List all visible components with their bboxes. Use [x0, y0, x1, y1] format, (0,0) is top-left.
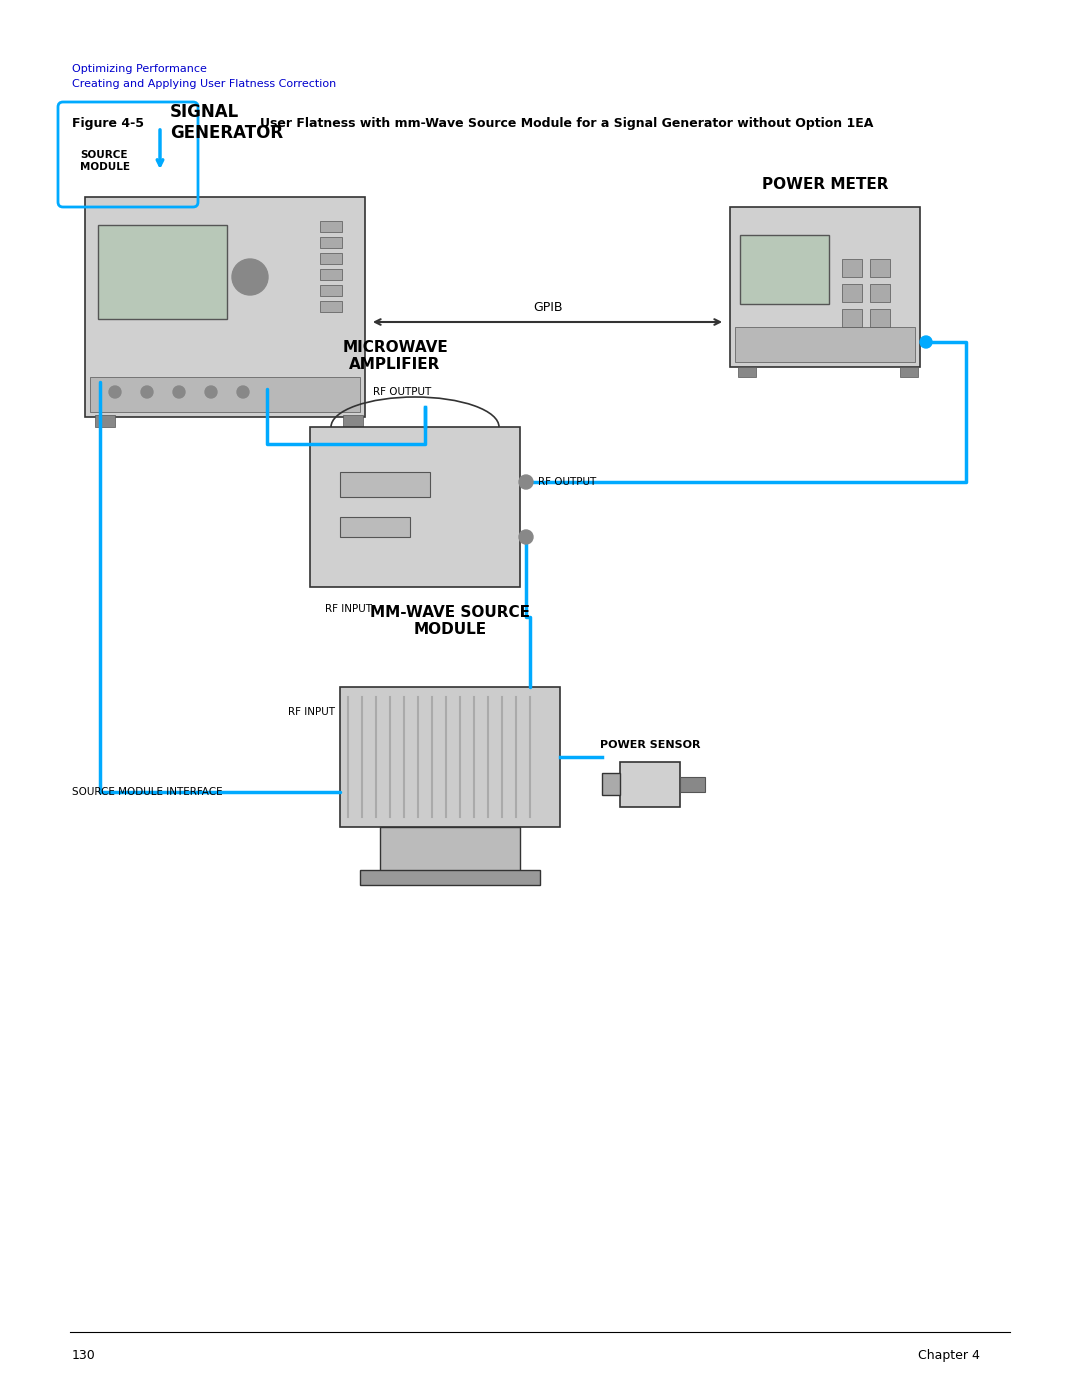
- FancyBboxPatch shape: [320, 300, 342, 312]
- FancyBboxPatch shape: [98, 225, 227, 319]
- Text: SOURCE MODULE INTERFACE: SOURCE MODULE INTERFACE: [72, 787, 222, 798]
- FancyBboxPatch shape: [310, 427, 519, 587]
- FancyBboxPatch shape: [340, 517, 410, 536]
- FancyBboxPatch shape: [900, 367, 918, 377]
- FancyBboxPatch shape: [842, 284, 862, 302]
- FancyBboxPatch shape: [380, 827, 519, 872]
- FancyBboxPatch shape: [320, 237, 342, 249]
- Circle shape: [173, 386, 185, 398]
- FancyBboxPatch shape: [602, 773, 620, 795]
- FancyBboxPatch shape: [730, 207, 920, 367]
- FancyBboxPatch shape: [340, 472, 430, 497]
- Text: 130: 130: [72, 1350, 96, 1362]
- Text: Chapter 4: Chapter 4: [918, 1350, 980, 1362]
- Text: MM-WAVE SOURCE
MODULE: MM-WAVE SOURCE MODULE: [370, 605, 530, 637]
- Text: Optimizing Performance: Optimizing Performance: [72, 64, 207, 74]
- Text: RF INPUT: RF INPUT: [325, 604, 372, 615]
- FancyBboxPatch shape: [842, 258, 862, 277]
- FancyBboxPatch shape: [842, 309, 862, 327]
- Circle shape: [237, 386, 249, 398]
- FancyBboxPatch shape: [735, 327, 915, 362]
- FancyBboxPatch shape: [320, 221, 342, 232]
- Text: MICROWAVE
AMPLIFIER: MICROWAVE AMPLIFIER: [342, 339, 448, 372]
- Circle shape: [519, 475, 534, 489]
- Text: POWER SENSOR: POWER SENSOR: [599, 740, 700, 750]
- Circle shape: [109, 386, 121, 398]
- Text: Figure 4-5: Figure 4-5: [72, 117, 144, 130]
- FancyBboxPatch shape: [320, 270, 342, 279]
- FancyBboxPatch shape: [870, 309, 890, 327]
- Text: Creating and Applying User Flatness Correction: Creating and Applying User Flatness Corr…: [72, 80, 336, 89]
- FancyBboxPatch shape: [85, 197, 365, 416]
- FancyBboxPatch shape: [320, 285, 342, 296]
- FancyBboxPatch shape: [320, 253, 342, 264]
- Text: RF OUTPUT: RF OUTPUT: [538, 476, 596, 488]
- FancyBboxPatch shape: [360, 870, 540, 886]
- Text: RF OUTPUT: RF OUTPUT: [373, 387, 431, 397]
- FancyBboxPatch shape: [620, 761, 680, 807]
- Circle shape: [519, 529, 534, 543]
- FancyBboxPatch shape: [90, 377, 360, 412]
- Circle shape: [232, 258, 268, 295]
- Text: POWER METER: POWER METER: [761, 177, 888, 191]
- FancyBboxPatch shape: [95, 415, 114, 427]
- Text: SOURCE
MODULE: SOURCE MODULE: [80, 151, 130, 172]
- Text: RF INPUT: RF INPUT: [288, 707, 335, 717]
- FancyBboxPatch shape: [738, 367, 756, 377]
- Text: User Flatness with mm-Wave Source Module for a Signal Generator without Option 1: User Flatness with mm-Wave Source Module…: [260, 117, 874, 130]
- Circle shape: [141, 386, 153, 398]
- Circle shape: [205, 386, 217, 398]
- Text: SIGNAL
GENERATOR: SIGNAL GENERATOR: [170, 103, 283, 142]
- FancyBboxPatch shape: [680, 777, 705, 792]
- FancyBboxPatch shape: [340, 687, 561, 827]
- FancyBboxPatch shape: [870, 284, 890, 302]
- FancyBboxPatch shape: [870, 258, 890, 277]
- Circle shape: [920, 337, 932, 348]
- Text: GPIB: GPIB: [532, 300, 563, 314]
- FancyBboxPatch shape: [740, 235, 829, 305]
- FancyBboxPatch shape: [343, 415, 363, 427]
